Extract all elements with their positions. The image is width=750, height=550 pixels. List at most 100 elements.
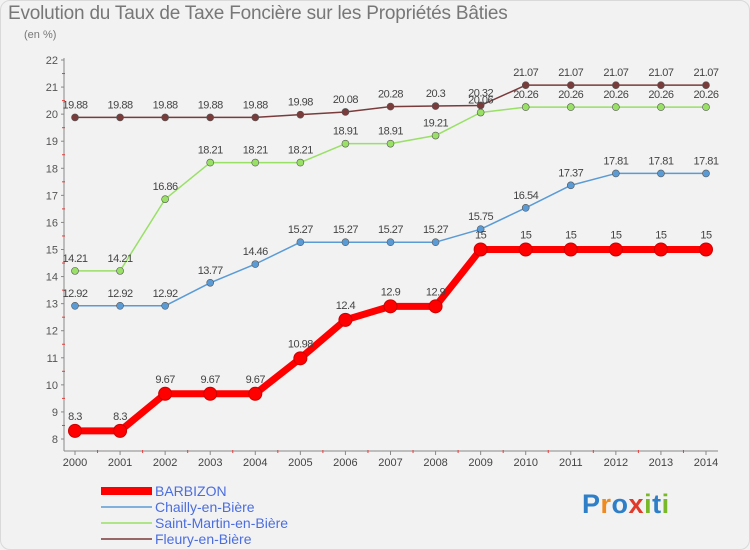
chart-subtitle: (en %) bbox=[24, 29, 57, 41]
data-label: 18.91 bbox=[333, 126, 358, 138]
y-tick-label: 22 bbox=[46, 55, 58, 67]
data-label: 12.92 bbox=[62, 288, 87, 300]
data-label: 18.21 bbox=[198, 145, 223, 157]
data-label: 21.07 bbox=[513, 67, 538, 79]
data-label: 10.98 bbox=[288, 338, 313, 350]
data-label: 12.92 bbox=[153, 288, 178, 300]
series-2: 14.21 14.21 16.86 18.21 18.21 18.21 18.91 18.91… bbox=[62, 89, 719, 275]
data-label: 18.91 bbox=[378, 126, 403, 138]
data-label: 15.75 bbox=[468, 211, 493, 223]
data-label: 12.9 bbox=[426, 286, 446, 298]
y-tick-label: 19 bbox=[46, 136, 58, 148]
data-label: 18.21 bbox=[288, 145, 313, 157]
x-tick-label: 2012 bbox=[604, 457, 628, 469]
data-label: 12.9 bbox=[381, 286, 401, 298]
chart-axes: 8 9 10 11 12 13 14 15 16 17 18 19 20 21 22 2000 2001 2002… bbox=[46, 55, 718, 469]
data-point bbox=[251, 113, 260, 122]
data-point bbox=[702, 81, 710, 89]
data-point bbox=[161, 113, 169, 122]
data-point bbox=[657, 169, 665, 178]
data-point bbox=[612, 103, 620, 111]
x-tick-label: 2010 bbox=[513, 457, 537, 469]
data-point bbox=[702, 103, 710, 111]
y-tick-label: 15 bbox=[46, 245, 58, 257]
data-point bbox=[206, 158, 215, 167]
data-label: 14.21 bbox=[62, 253, 87, 265]
data-point bbox=[296, 238, 305, 246]
y-tick-label: 14 bbox=[46, 272, 58, 284]
data-point bbox=[248, 386, 263, 401]
data-label: 17.81 bbox=[693, 155, 718, 167]
data-label: 15.27 bbox=[288, 224, 313, 236]
data-label: 9.67 bbox=[155, 374, 175, 386]
data-label: 15 bbox=[475, 230, 487, 242]
data-point bbox=[296, 110, 305, 119]
data-point bbox=[161, 195, 169, 203]
data-label: 21.07 bbox=[648, 67, 673, 79]
data-point bbox=[428, 299, 443, 314]
data-label: 9.67 bbox=[246, 374, 266, 386]
data-point bbox=[566, 181, 575, 190]
data-label: 8.3 bbox=[68, 411, 82, 423]
x-tick-label: 2001 bbox=[108, 457, 132, 469]
data-point bbox=[386, 139, 395, 148]
data-label: 19.88 bbox=[198, 99, 223, 111]
data-point bbox=[473, 242, 488, 257]
y-tick-label: 11 bbox=[47, 353, 58, 365]
data-label: 9.67 bbox=[201, 374, 221, 386]
data-point bbox=[71, 113, 79, 122]
data-label: 21.07 bbox=[693, 67, 718, 79]
data-label: 18.21 bbox=[243, 145, 268, 157]
series-3: 19.88 19.88 19.88 19.88 19.88 19.98 20.08 20.28… bbox=[62, 67, 719, 122]
data-label: 17.81 bbox=[648, 155, 673, 167]
data-label: 12.92 bbox=[108, 288, 133, 300]
data-point bbox=[657, 103, 665, 111]
x-tick-label: 2006 bbox=[333, 457, 357, 469]
data-point bbox=[431, 131, 440, 140]
y-tick-label: 20 bbox=[46, 109, 58, 121]
data-point bbox=[296, 158, 305, 167]
data-point bbox=[206, 113, 215, 122]
data-point bbox=[657, 81, 665, 89]
data-point bbox=[612, 81, 620, 89]
data-label: 14.46 bbox=[243, 246, 268, 258]
data-point bbox=[341, 108, 350, 116]
data-point bbox=[116, 302, 124, 310]
data-label: 16.54 bbox=[513, 190, 538, 202]
data-point bbox=[566, 81, 575, 89]
x-tick-label: 2000 bbox=[63, 457, 87, 469]
data-label: 16.86 bbox=[153, 181, 178, 193]
data-label: 19.88 bbox=[108, 99, 133, 111]
data-label: 21.07 bbox=[558, 67, 583, 79]
data-point bbox=[68, 423, 82, 438]
data-point bbox=[563, 242, 578, 257]
data-label: 13.77 bbox=[198, 265, 223, 277]
data-point bbox=[612, 169, 620, 178]
data-label: 17.37 bbox=[558, 167, 583, 179]
data-label: 15 bbox=[655, 230, 667, 242]
data-label: 19.88 bbox=[243, 99, 268, 111]
data-label: 19.88 bbox=[153, 99, 178, 111]
data-label: 19.21 bbox=[423, 118, 448, 130]
data-label: 19.88 bbox=[62, 99, 87, 111]
data-point bbox=[341, 238, 350, 246]
data-point bbox=[116, 267, 124, 275]
chart-series: 19.88 19.88 19.88 19.88 19.88 19.98 20.08 20.28… bbox=[62, 67, 719, 438]
data-label: 15.27 bbox=[378, 224, 403, 236]
data-point bbox=[206, 278, 215, 287]
y-tick-label: 8 bbox=[52, 434, 58, 446]
data-point bbox=[158, 386, 173, 401]
data-label: 15 bbox=[565, 230, 577, 242]
series-1: 12.92 12.92 12.92 13.77 14.46 15.27 15.27 15.27… bbox=[62, 155, 719, 310]
x-tick-label: 2014 bbox=[694, 457, 718, 469]
data-point bbox=[161, 302, 169, 310]
x-tick-label: 2009 bbox=[468, 457, 492, 469]
data-point bbox=[71, 302, 79, 310]
data-point bbox=[518, 242, 533, 257]
data-label: 15 bbox=[520, 230, 532, 242]
chart-title: Evolution du Taux de Taxe Foncière sur l… bbox=[8, 3, 508, 24]
y-tick-label: 12 bbox=[46, 326, 58, 338]
y-tick-label: 9 bbox=[52, 407, 58, 419]
data-point bbox=[699, 242, 713, 257]
